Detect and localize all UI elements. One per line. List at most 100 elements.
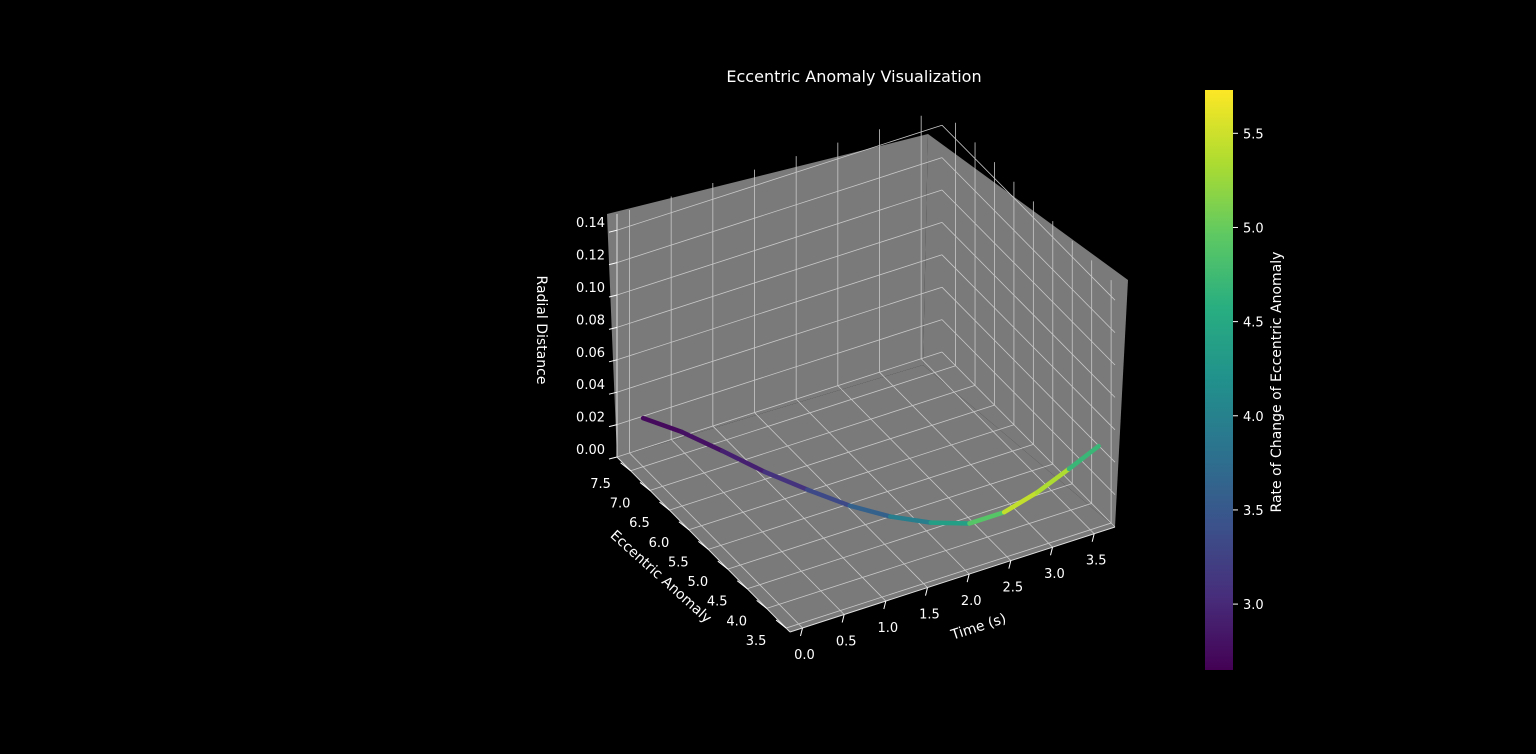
y-tick bbox=[698, 541, 709, 550]
floor-grid-y bbox=[669, 404, 995, 511]
right-wall-grid-z bbox=[941, 319, 1116, 495]
floor-grid-x bbox=[795, 398, 970, 575]
z-tick bbox=[608, 359, 618, 363]
right-pane bbox=[923, 134, 1128, 527]
right-wall-grid-z bbox=[941, 222, 1116, 398]
curve-segment bbox=[847, 503, 893, 519]
y-tick bbox=[756, 600, 767, 609]
floor-grid-y bbox=[747, 483, 1073, 590]
z-tick bbox=[608, 391, 618, 395]
curve-segment bbox=[967, 509, 1007, 526]
right-wall-grid-z bbox=[941, 124, 1116, 301]
y-tick-label: 6.5 bbox=[629, 516, 650, 531]
floor-grid-y bbox=[688, 424, 1015, 531]
left-wall-grid-z bbox=[616, 254, 943, 361]
left-wall-grid-z bbox=[616, 351, 943, 458]
y-tick-label: 5.0 bbox=[687, 575, 708, 590]
floor-grid-x bbox=[879, 371, 1053, 548]
floor-grid-y bbox=[649, 385, 976, 491]
floor-grid-y bbox=[630, 365, 956, 472]
right-wall-grid-z bbox=[941, 254, 1116, 431]
floor-grid-x bbox=[920, 358, 1095, 535]
colorbar-tick-label: 4.5 bbox=[1243, 316, 1264, 331]
floor-grid-y bbox=[785, 522, 1112, 629]
x-tick bbox=[966, 573, 970, 583]
x-tick bbox=[1091, 533, 1095, 542]
left-wall-grid-z bbox=[616, 286, 943, 393]
x-tick-label: 2.0 bbox=[961, 594, 982, 609]
colorbar-tick-label: 3.0 bbox=[1243, 598, 1264, 613]
floor-grid-x bbox=[712, 425, 887, 602]
right-wall-grid-z bbox=[941, 351, 1116, 528]
colorbar-tick-label: 4.0 bbox=[1243, 410, 1264, 425]
y-tick bbox=[659, 501, 670, 511]
x-axis-label: Time (s) bbox=[948, 611, 1008, 644]
floor-grid-x bbox=[629, 452, 803, 629]
z-tick bbox=[608, 456, 618, 460]
colorbar-tick-label: 3.5 bbox=[1243, 504, 1264, 519]
colorbar-gradient bbox=[1205, 90, 1233, 670]
colorbar-tick-label: 5.0 bbox=[1243, 221, 1264, 236]
left-wall-grid-z bbox=[616, 124, 943, 231]
grid-lines bbox=[616, 115, 1116, 629]
x-tick bbox=[841, 614, 845, 623]
left-wall-grid-z bbox=[616, 319, 943, 425]
x-tick bbox=[1008, 560, 1012, 569]
z-axis-label: Radial Distance bbox=[533, 276, 549, 385]
z-tick-label: 0.14 bbox=[576, 216, 605, 231]
left-wall-grid-z bbox=[616, 222, 943, 328]
curve-segment bbox=[640, 415, 684, 435]
z-tick bbox=[608, 262, 618, 266]
z-tick bbox=[608, 229, 618, 233]
left-wall-grid-z bbox=[616, 189, 943, 296]
x-tick bbox=[883, 600, 887, 610]
z-tick-label: 0.08 bbox=[576, 313, 605, 328]
x-tick-label: 2.5 bbox=[1002, 581, 1023, 596]
y-tick-label: 7.5 bbox=[590, 477, 611, 492]
y-tick-label: 3.5 bbox=[746, 634, 767, 649]
y-tick-label: 7.0 bbox=[610, 496, 631, 511]
floor-grid-y bbox=[766, 503, 1092, 609]
y-tick bbox=[620, 462, 631, 472]
z-tick-label: 0.12 bbox=[576, 249, 605, 264]
y-tick bbox=[736, 580, 748, 590]
colorbar-ticks: 3.0 3.5 4.0 4.5 5.0 5.5 bbox=[1233, 127, 1264, 613]
curve-segment bbox=[762, 469, 810, 492]
axes-panes bbox=[607, 134, 1128, 632]
z-tick-label: 0.02 bbox=[576, 411, 605, 426]
y-tick bbox=[717, 560, 729, 570]
curve-segment bbox=[1034, 466, 1072, 495]
x-tick bbox=[1050, 547, 1053, 556]
chart-title: Eccentric Anomaly Visualization bbox=[726, 67, 981, 86]
z-tick bbox=[608, 294, 618, 298]
floor-grid-x bbox=[837, 385, 1012, 561]
curve-segment bbox=[888, 514, 934, 525]
y-tick bbox=[775, 619, 787, 629]
y-tick bbox=[678, 521, 690, 531]
x-tick-label: 0.0 bbox=[794, 648, 815, 663]
right-wall-grid-z bbox=[941, 189, 1116, 366]
y-tick-label: 6.0 bbox=[649, 536, 670, 551]
right-wall-grid-z bbox=[941, 286, 1116, 463]
left-pane bbox=[607, 134, 928, 457]
z-tick-label: 0.10 bbox=[576, 281, 605, 296]
tick-marks bbox=[608, 229, 1095, 637]
x-tick-label: 3.0 bbox=[1044, 567, 1065, 582]
x-tick bbox=[925, 587, 928, 596]
x-tick-label: 3.5 bbox=[1086, 554, 1107, 569]
y-tick-label: 5.5 bbox=[668, 555, 689, 570]
x-tick bbox=[800, 627, 803, 637]
z-tick-label: 0.00 bbox=[576, 443, 605, 458]
right-wall-grid-z bbox=[941, 157, 1116, 333]
floor-grid-x bbox=[670, 439, 845, 615]
x-tick-label: 1.5 bbox=[919, 608, 940, 623]
curve-segment bbox=[679, 429, 725, 454]
curve-segment bbox=[1066, 443, 1101, 472]
y-tick bbox=[639, 482, 651, 491]
colorbar-tick-label: 5.5 bbox=[1243, 127, 1264, 142]
z-tick-labels: 0.00 0.02 0.04 0.06 0.08 0.10 0.12 0.14 bbox=[576, 216, 605, 458]
curve-segment bbox=[928, 520, 972, 526]
floor-grid-y bbox=[708, 444, 1034, 550]
z-tick-label: 0.06 bbox=[576, 346, 605, 361]
